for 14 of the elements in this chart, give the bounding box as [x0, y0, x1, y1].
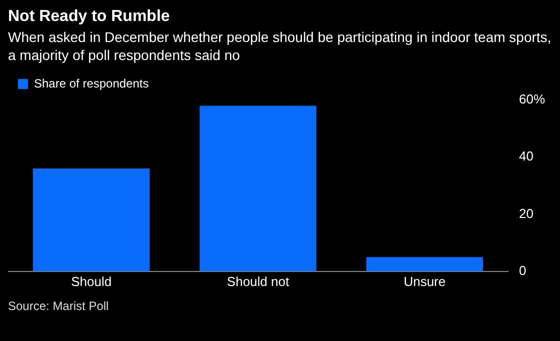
- bar: [200, 106, 316, 272]
- x-tick-label: Should not: [226, 274, 290, 289]
- bar: [366, 257, 483, 272]
- bar: [33, 168, 150, 272]
- y-tick-label: 40: [518, 148, 534, 164]
- source-note: Source: Marist Poll: [8, 299, 110, 313]
- x-tick-label: Should: [71, 274, 112, 289]
- y-tick-label: 20: [518, 206, 534, 221]
- chart-title: Not Ready to Rumble: [8, 8, 171, 26]
- legend-label: Share of respondents: [34, 76, 149, 90]
- y-tick-label: 0: [518, 262, 526, 278]
- x-tick-label: Unsure: [404, 274, 446, 289]
- chart-subtitle: When asked in December whether people should be participating in indoor team sports, a majority of poll respondents said no: [8, 28, 552, 64]
- y-tick-label: 60%: [518, 92, 546, 107]
